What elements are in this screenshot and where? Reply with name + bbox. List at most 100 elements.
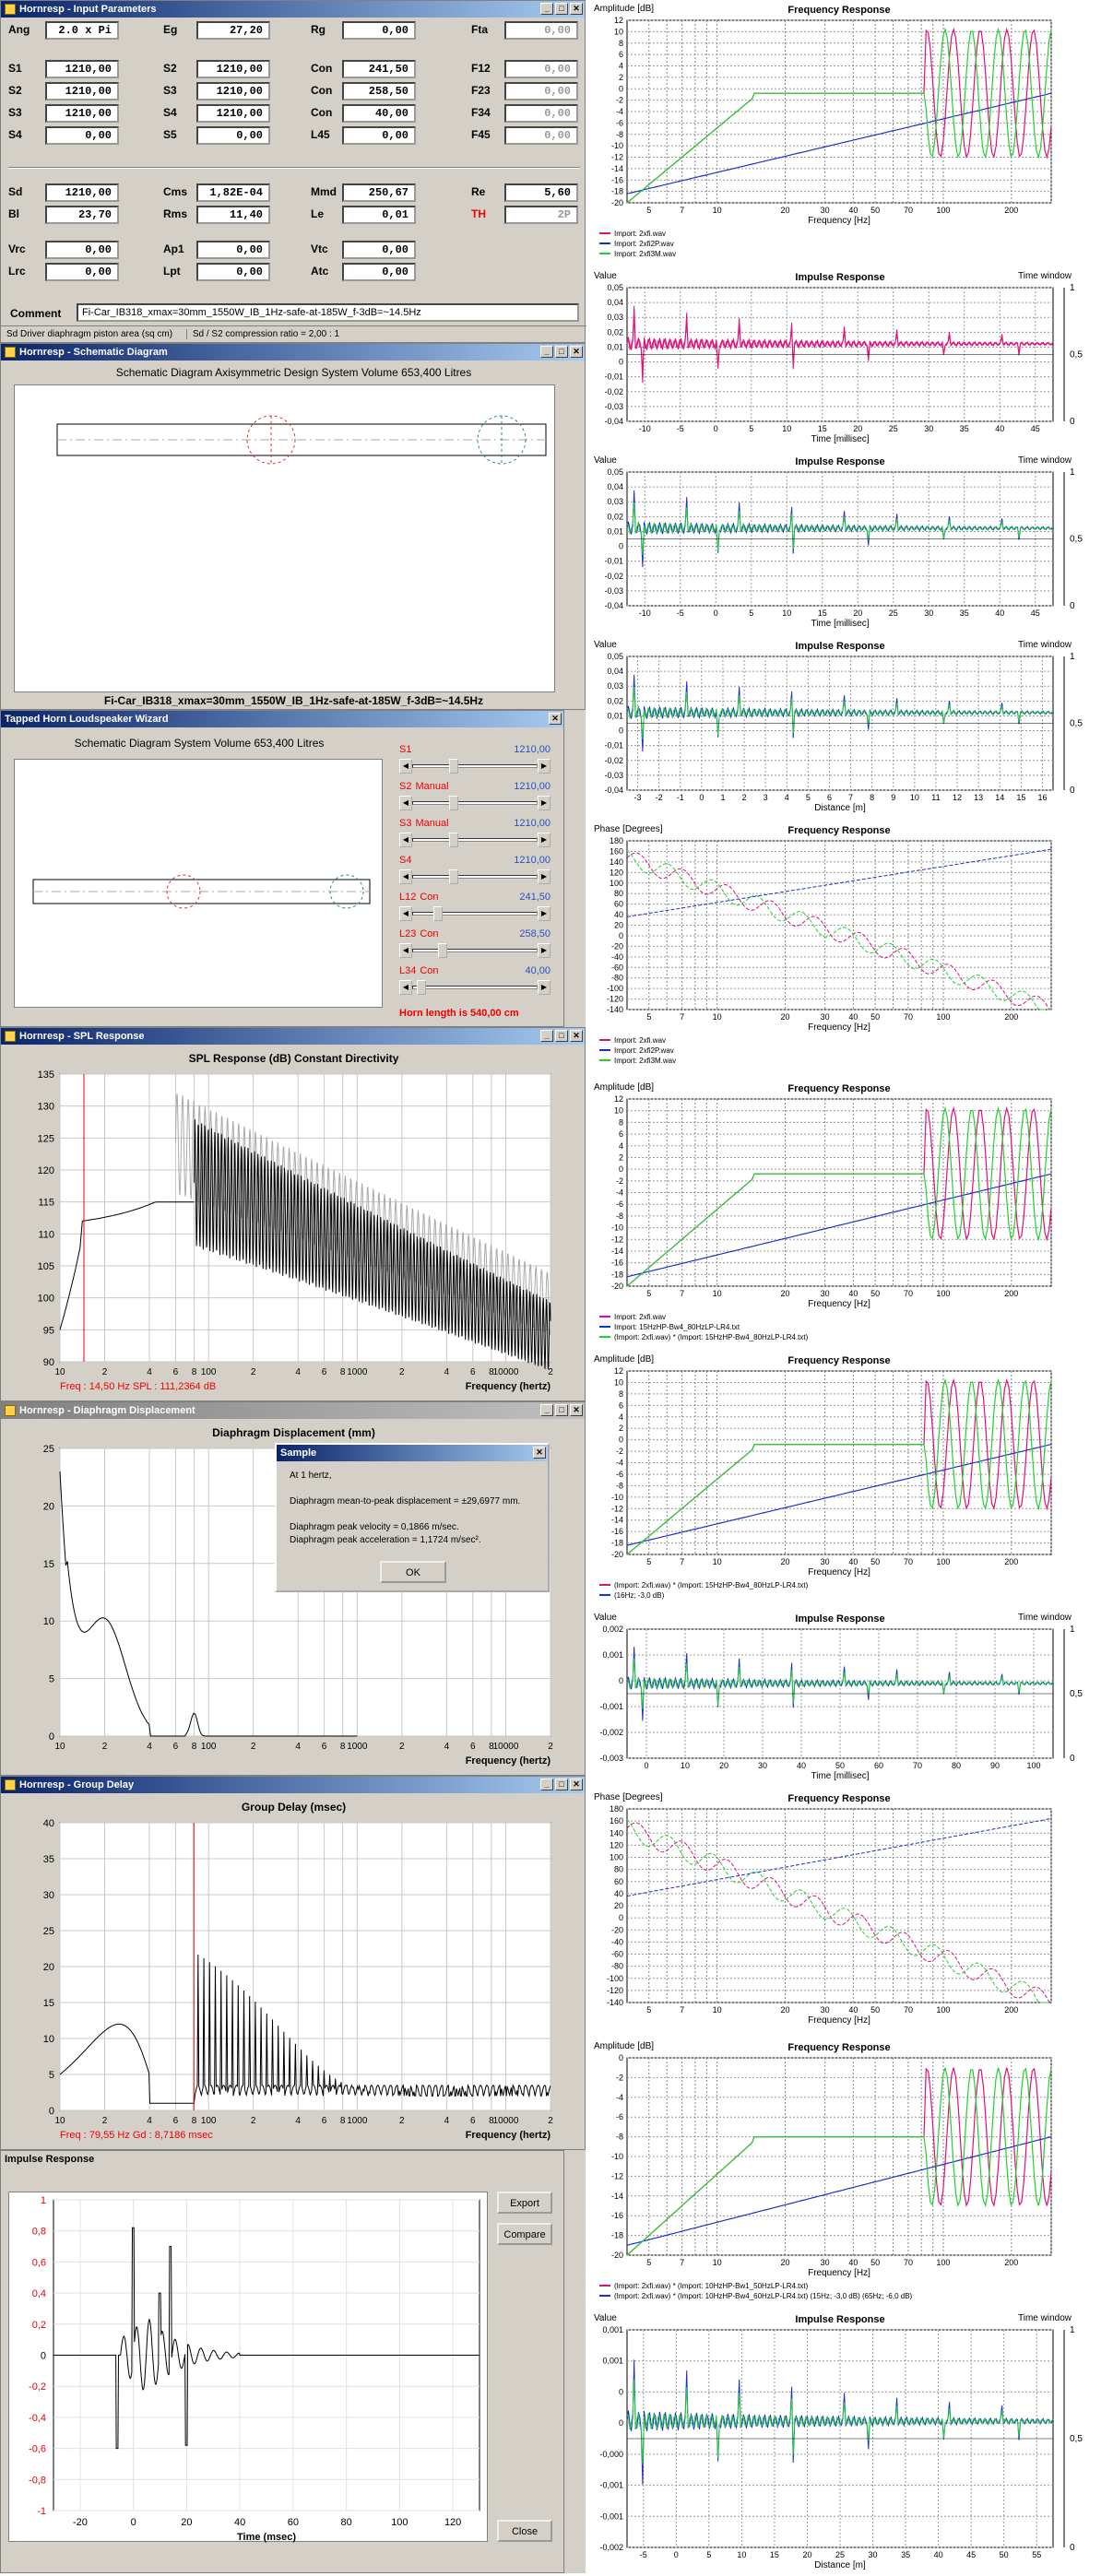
maximize-button[interactable]: □ (555, 346, 568, 358)
slider[interactable]: ◀ ▶ (399, 943, 551, 958)
slider-thumb[interactable] (449, 759, 459, 774)
slider-left-arrow-icon[interactable]: ◀ (399, 869, 412, 884)
close-button[interactable]: ✕ (570, 346, 583, 358)
param-field[interactable]: 1,82E-04 (196, 183, 270, 202)
slider-right-arrow-icon[interactable]: ▶ (538, 833, 551, 847)
param-field[interactable]: 0,00 (504, 82, 578, 100)
param-field[interactable]: 0,00 (45, 241, 119, 259)
maximize-button[interactable]: □ (555, 1778, 568, 1790)
slider-right-arrow-icon[interactable]: ▶ (538, 869, 551, 884)
slider[interactable]: ◀ ▶ (399, 796, 551, 810)
param-field[interactable]: 0,01 (342, 206, 416, 224)
chart-svg: Amplitude [dB] Frequency Response12108642… (594, 1082, 1052, 1341)
param-field[interactable]: 0,00 (196, 126, 270, 145)
minimize-button[interactable]: _ (540, 1778, 553, 1790)
maximize-button[interactable]: □ (555, 1030, 568, 1042)
param-field[interactable]: 0,00 (504, 126, 578, 145)
slider-track[interactable] (412, 949, 538, 952)
slider-track[interactable] (412, 912, 538, 916)
close-button[interactable]: ✕ (549, 713, 562, 725)
param-field[interactable]: 1210,00 (45, 183, 119, 202)
slider-thumb[interactable] (417, 980, 427, 995)
slider-thumb[interactable] (449, 833, 459, 847)
close-button[interactable]: ✕ (570, 3, 583, 15)
slider-right-arrow-icon[interactable]: ▶ (538, 906, 551, 921)
x-tick: 40 (848, 1557, 858, 1566)
param-field[interactable]: 0,00 (45, 126, 119, 145)
maximize-button[interactable]: □ (555, 1404, 568, 1416)
close-button[interactable]: ✕ (570, 1404, 583, 1416)
slider-track[interactable] (412, 764, 538, 768)
param-field[interactable]: 1210,00 (196, 60, 270, 78)
slider-track[interactable] (412, 838, 538, 842)
compare-button[interactable]: Compare (497, 2223, 552, 2245)
param-field[interactable]: 0,00 (196, 263, 270, 281)
param-field[interactable]: 2.0 x Pi (45, 21, 119, 40)
slider-track[interactable] (412, 801, 538, 805)
param-field[interactable]: 0,00 (504, 21, 578, 40)
param-field[interactable]: 0,00 (342, 21, 416, 40)
minimize-button[interactable]: _ (540, 346, 553, 358)
param-field[interactable]: 23,70 (45, 206, 119, 224)
param-field[interactable]: 1210,00 (45, 60, 119, 78)
param-field[interactable]: 1210,00 (45, 104, 119, 123)
slider-right-arrow-icon[interactable]: ▶ (538, 796, 551, 810)
maximize-button[interactable]: □ (555, 3, 568, 15)
minimize-button[interactable]: _ (540, 1030, 553, 1042)
param-field[interactable]: 241,50 (342, 60, 416, 78)
x-tick: 6 (173, 1742, 179, 1752)
param-field[interactable]: 0,00 (196, 241, 270, 259)
param-field[interactable]: 27,20 (196, 21, 270, 40)
param-field[interactable]: 40,00 (342, 104, 416, 123)
slider[interactable]: ◀ ▶ (399, 833, 551, 847)
close-button[interactable]: ✕ (570, 1778, 583, 1790)
close-button[interactable]: ✕ (570, 1030, 583, 1042)
slider[interactable]: ◀ ▶ (399, 906, 551, 921)
slider-left-arrow-icon[interactable]: ◀ (399, 833, 412, 847)
param-field[interactable]: 2P (504, 206, 578, 224)
slider-thumb[interactable] (449, 869, 459, 884)
param-field[interactable]: 0,00 (504, 60, 578, 78)
minimize-button[interactable]: _ (540, 1404, 553, 1416)
slider-track[interactable] (412, 875, 538, 879)
slider-left-arrow-icon[interactable]: ◀ (399, 796, 412, 810)
slider[interactable]: ◀ ▶ (399, 759, 551, 774)
param-field[interactable]: 1210,00 (45, 82, 119, 100)
param-field[interactable]: 11,40 (196, 206, 270, 224)
close-button[interactable]: ✕ (533, 1447, 546, 1459)
slider-thumb[interactable] (437, 943, 447, 958)
slider-right-arrow-icon[interactable]: ▶ (538, 759, 551, 774)
slider-left-arrow-icon[interactable]: ◀ (399, 759, 412, 774)
slider-thumb[interactable] (449, 796, 459, 810)
slider[interactable]: ◀ ▶ (399, 869, 551, 884)
y-tick: 0 (619, 931, 623, 940)
param-field[interactable]: 0,00 (342, 126, 416, 145)
param-field[interactable]: 258,50 (342, 82, 416, 100)
chart-title: Impulse Response (795, 1613, 884, 1625)
param-field[interactable]: 0,00 (504, 104, 578, 123)
slider-left-arrow-icon[interactable]: ◀ (399, 943, 412, 958)
y-tick: 0,01 (607, 342, 623, 351)
param-field[interactable]: 1210,00 (196, 104, 270, 123)
response-curve (626, 1105, 1052, 1287)
param-field[interactable]: 0,00 (342, 241, 416, 259)
minimize-button[interactable]: _ (540, 3, 553, 15)
comment-field[interactable]: Fi-Car_IB318_xmax=30mm_1550W_IB_1Hz-safe… (77, 303, 579, 322)
param-field[interactable]: 0,00 (45, 263, 119, 281)
export-button[interactable]: Export (497, 2192, 552, 2214)
y-tick: 0 (619, 1913, 623, 1922)
close-button[interactable]: Close (497, 2520, 552, 2542)
slider-left-arrow-icon[interactable]: ◀ (399, 980, 412, 995)
slider-right-arrow-icon[interactable]: ▶ (538, 980, 551, 995)
slider-thumb[interactable] (432, 906, 443, 921)
param-field[interactable]: 5,60 (504, 183, 578, 202)
slider-right-arrow-icon[interactable]: ▶ (538, 943, 551, 958)
slider-track[interactable] (412, 986, 538, 989)
slider[interactable]: ◀ ▶ (399, 980, 551, 995)
slider-left-arrow-icon[interactable]: ◀ (399, 906, 412, 921)
param-field[interactable]: 250,67 (342, 183, 416, 202)
param-field[interactable]: 1210,00 (196, 82, 270, 100)
ok-button[interactable]: OK (380, 1561, 446, 1583)
param-field[interactable]: 0,00 (342, 263, 416, 281)
x-tick: 9 (891, 793, 895, 802)
